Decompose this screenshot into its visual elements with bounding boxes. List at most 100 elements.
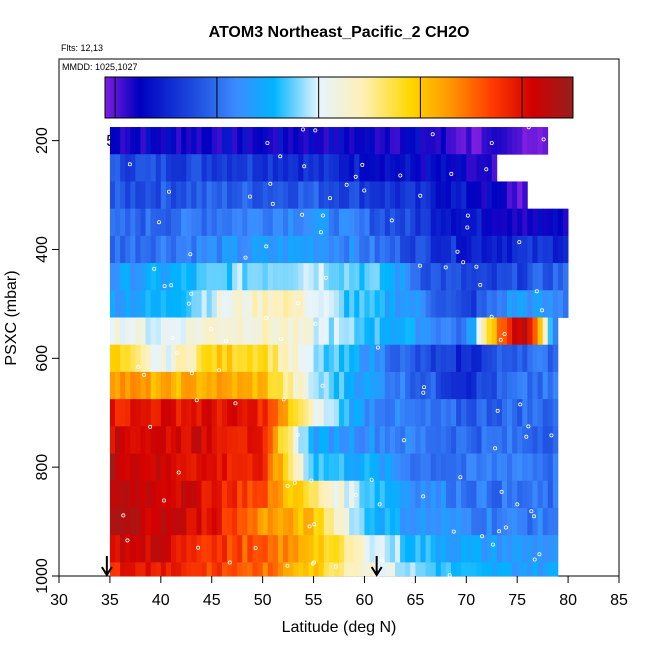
heatmap-cell: [476, 154, 482, 182]
x-tick-label: 70: [457, 592, 475, 609]
heatmap-cell: [221, 154, 228, 182]
heatmap-cell: [227, 562, 233, 577]
heatmap-cell: [547, 371, 554, 400]
heatmap-cell: [323, 127, 330, 155]
heatmap-cell: [481, 127, 488, 155]
heatmap-cell: [140, 208, 146, 237]
heatmap-cell: [354, 290, 360, 318]
heatmap-cell: [181, 535, 187, 563]
sample-marker: [176, 470, 181, 475]
heatmap-cell: [323, 453, 330, 482]
heatmap-cell: [186, 562, 192, 577]
heatmap-cell: [109, 480, 116, 509]
heatmap-cell: [557, 263, 564, 291]
heatmap-cell: [496, 535, 503, 563]
heatmap-cell: [176, 127, 182, 155]
heatmap-cell: [339, 480, 345, 509]
heatmap-cell: [186, 399, 192, 427]
heatmap-cell: [267, 399, 274, 427]
y-tick-label: 1000: [34, 558, 51, 594]
heatmap-cell: [303, 344, 309, 373]
heatmap-cell: [165, 154, 172, 182]
heatmap-cell: [288, 426, 294, 454]
heatmap-cell: [328, 154, 335, 182]
heatmap-cell: [140, 290, 146, 318]
heatmap-cell: [481, 507, 488, 536]
heatmap-cell: [196, 480, 202, 509]
sample-marker: [333, 564, 338, 569]
heatmap-cell: [451, 263, 457, 291]
heatmap-cell: [532, 208, 538, 237]
heatmap-cell: [313, 453, 320, 482]
sample-marker: [360, 162, 365, 167]
heatmap-cell: [257, 208, 264, 237]
heatmap-cell: [456, 127, 462, 155]
heatmap-cell: [354, 235, 360, 264]
sample-marker: [125, 538, 130, 543]
heatmap-cell: [456, 507, 462, 536]
heatmap-cell: [476, 317, 482, 346]
sample-marker: [148, 424, 153, 429]
heatmap-cell: [389, 208, 396, 237]
heatmap-cell: [308, 399, 314, 427]
heatmap-cell: [333, 208, 340, 237]
heatmap-cell: [384, 562, 391, 577]
heatmap-cell: [150, 235, 157, 264]
heatmap-cell: [227, 317, 233, 346]
heatmap-cell: [491, 399, 498, 427]
heatmap-cell: [288, 399, 294, 427]
heatmap-cell: [176, 290, 182, 318]
heatmap-cell: [369, 344, 376, 373]
heatmap-cell: [272, 154, 279, 182]
sample-marker: [285, 483, 290, 488]
heatmap-cell: [425, 344, 432, 373]
heatmap-cell: [211, 181, 218, 210]
heatmap-cell: [501, 562, 508, 577]
heatmap-cell: [165, 399, 172, 427]
heatmap-cell: [527, 290, 533, 318]
heatmap-cell: [384, 154, 391, 182]
heatmap-cell: [461, 127, 467, 155]
heatmap-cell: [313, 535, 320, 563]
heatmap-cell: [303, 235, 309, 264]
heatmap-cell: [415, 263, 421, 291]
heatmap-cell: [552, 208, 559, 237]
heatmap-cell: [400, 507, 406, 536]
x-axis-label: Latitude (deg N): [282, 619, 397, 636]
heatmap-cell: [481, 371, 488, 400]
heatmap-cell: [501, 181, 508, 210]
heatmap-cell: [451, 127, 457, 155]
heatmap-cell: [430, 127, 437, 155]
heatmap-cell: [318, 181, 325, 210]
heatmap-cell: [267, 562, 274, 577]
heatmap-cell: [425, 507, 432, 536]
heatmap-cell: [196, 507, 202, 536]
sample-marker: [526, 125, 531, 130]
heatmap-cell: [512, 453, 518, 482]
heatmap-cell: [430, 344, 437, 373]
heatmap-cell: [262, 426, 269, 454]
heatmap-cell: [186, 480, 192, 509]
heatmap-cell: [532, 453, 538, 482]
heatmap-cell: [191, 507, 197, 536]
heatmap-cell: [201, 344, 208, 373]
heatmap-cell: [379, 535, 386, 563]
heatmap-cell: [359, 507, 365, 536]
heatmap-cell: [344, 290, 350, 318]
heatmap-cell: [130, 208, 136, 237]
heatmap-cell: [242, 535, 248, 563]
heatmap-cell: [120, 317, 126, 346]
heatmap-cell: [532, 371, 538, 400]
heatmap-cell: [221, 235, 228, 264]
flight-arrows: [101, 556, 383, 577]
heatmap-cell: [344, 535, 350, 563]
heatmap-cell: [130, 181, 136, 210]
heatmap-cell: [471, 562, 477, 577]
heatmap-cell: [410, 344, 416, 373]
heatmap-cell: [140, 507, 146, 536]
heatmap-cell: [155, 507, 162, 536]
heatmap-cell: [512, 426, 518, 454]
heatmap-cell: [461, 399, 467, 427]
sample-marker: [498, 337, 503, 342]
heatmap-cell: [354, 317, 360, 346]
